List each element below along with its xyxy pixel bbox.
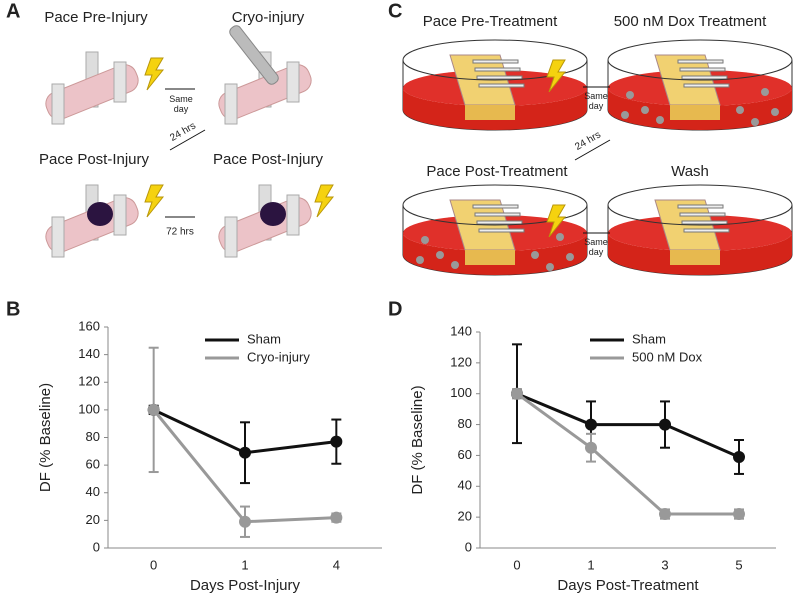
legend-label: Cryo-injury [247,349,310,364]
arrow-label: 24 hrs [168,120,198,143]
arrow [169,129,206,151]
y-tick-label: 60 [458,447,472,462]
step-label: Cryo-injury [232,9,305,26]
marker [239,515,251,528]
y-tick-label: 120 [450,354,472,369]
marker [147,403,160,416]
x-axis-label: Days Post-Injury [190,577,301,594]
x-tick-label: 0 [150,557,157,572]
marker [585,418,597,431]
marker [330,435,343,448]
step-label: 500 nM Dox Treatment [614,13,767,30]
marker [585,441,597,454]
series-line [516,392,739,516]
y-tick-label: 100 [78,401,100,416]
y-tick-label: 80 [458,416,472,431]
y-tick-label: 20 [86,512,100,527]
arrow [574,139,611,161]
x-tick-label: 1 [587,557,594,572]
step-label: Pace Post-Injury [39,151,150,168]
y-tick-label: 60 [86,457,100,472]
y-tick-label: 100 [450,385,472,400]
marker [659,418,671,431]
panel-label: C [388,0,402,22]
panel-label: A [6,0,20,22]
series-line [516,392,740,459]
step-label: Pace Post-Injury [213,151,324,168]
y-tick-label: 140 [450,323,472,338]
arrow-label-text: Same day [584,237,608,257]
marker [733,508,745,521]
y-tick-label: 120 [78,374,100,389]
injury [260,202,286,226]
cryo-probe [229,25,279,85]
y-axis-label: DF (% Baseline) [37,383,54,492]
x-tick-label: 5 [735,557,742,572]
arrow-label: Same day [584,237,608,257]
step-label: Pace Post-Treatment [426,163,568,180]
legend-label: Sham [632,331,666,346]
y-tick-label: 40 [458,478,472,493]
arrow-label-text: Same day [584,91,608,111]
x-tick-label: 3 [661,557,668,572]
arrow-label: 72 hrs [166,227,194,238]
arrow-label-text: Same day [169,94,193,114]
x-tick-label: 0 [513,557,520,572]
dish [607,184,793,276]
pacing-icon [314,184,334,218]
marker [733,450,745,463]
legend-label: 500 nM Dox [632,349,703,364]
y-tick-label: 160 [78,318,100,333]
dish [402,39,588,131]
marker [511,387,523,400]
pacing-icon [144,184,164,218]
x-tick-label: 1 [241,557,248,572]
y-tick-label: 80 [86,429,100,444]
dish [402,184,588,276]
legend-label: Sham [247,331,281,346]
marker [330,511,343,524]
arrow-label: Same day [169,94,193,114]
y-tick-label: 40 [86,484,100,499]
step-label: Pace Pre-Injury [44,9,148,26]
pacing-icon [144,57,164,91]
panel-label: B [6,298,20,320]
arrow-label: Same day [584,91,608,111]
tissue [41,51,143,125]
dish [607,39,793,131]
panel-label: D [388,298,402,320]
y-tick-label: 20 [458,509,472,524]
y-axis-label: DF (% Baseline) [409,385,426,494]
marker [659,508,671,521]
x-axis-label: Days Post-Treatment [557,577,699,594]
x-tick-label: 4 [333,557,340,572]
injury [87,202,113,226]
step-label: Wash [671,163,709,180]
step-label: Pace Pre-Treatment [423,13,558,30]
y-tick-label: 140 [78,346,100,361]
y-tick-label: 0 [93,539,100,554]
y-tick-label: 0 [465,539,472,554]
marker [239,446,251,459]
arrow-label: 24 hrs [573,129,603,152]
